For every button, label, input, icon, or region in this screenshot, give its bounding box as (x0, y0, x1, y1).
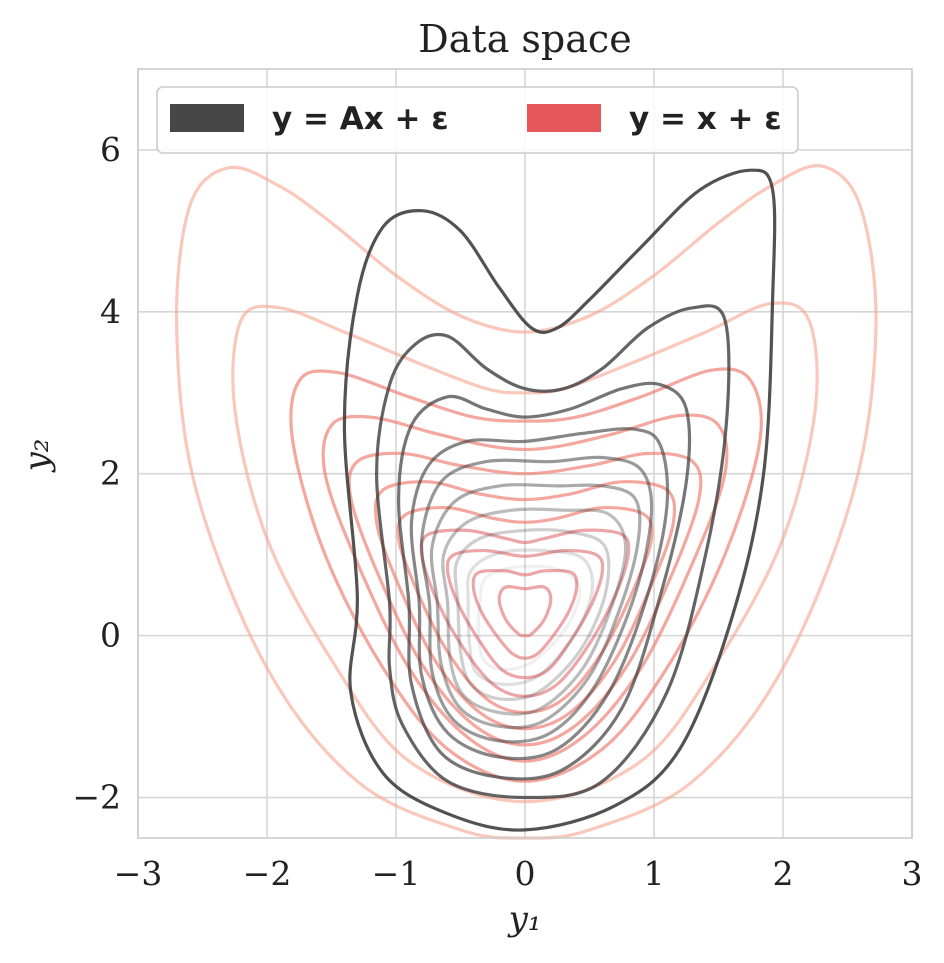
x-tick-label: −2 (243, 854, 292, 893)
legend-box (156, 86, 799, 154)
contour-line (419, 455, 654, 744)
contour-line (429, 483, 642, 730)
x-tick-label: −3 (114, 854, 163, 893)
legend-swatch-series-0 (170, 104, 244, 132)
contour-line (347, 451, 703, 747)
legend-label-series-1: y = x + ε (629, 101, 782, 137)
contour-line (321, 413, 729, 763)
contour-line (409, 427, 670, 761)
contour-series-0 (342, 168, 777, 832)
contour-layer (174, 164, 878, 840)
contour-line (476, 564, 582, 672)
grid (137, 69, 913, 838)
contour-line (375, 304, 731, 800)
legend-swatch-series-1 (527, 104, 601, 132)
contour-series-1 (174, 164, 878, 840)
contour-line (231, 301, 819, 804)
chart-title: Data space (418, 17, 631, 61)
legend: y = Ax + ε y = x + ε (156, 86, 799, 154)
contour-line (419, 528, 631, 698)
contour-line (373, 480, 677, 731)
contour-line (396, 381, 692, 781)
contour-line (174, 164, 878, 840)
plot-frame (137, 68, 913, 839)
y-axis-label: y₂ (17, 439, 57, 474)
contour-line (466, 548, 595, 686)
y-tick-label: 4 (100, 292, 121, 331)
x-tick-labels: −3 −2 −1 0 1 2 3 (114, 854, 923, 893)
x-tick-label: −1 (372, 854, 421, 893)
x-tick-label: 3 (902, 854, 923, 893)
contour-line (453, 528, 611, 702)
y-tick-label: 2 (100, 454, 121, 493)
contour-line (441, 507, 628, 716)
contour-line (471, 568, 579, 660)
contour-line (445, 548, 605, 680)
y-tick-label: 0 (100, 616, 121, 655)
contour-line (497, 584, 553, 638)
y-tick-label: −2 (72, 778, 121, 817)
x-tick-label: 1 (644, 854, 665, 893)
contour-line (396, 505, 654, 715)
contour-line (342, 168, 777, 832)
y-tick-label: 6 (100, 130, 121, 169)
x-tick-label: 0 (515, 854, 536, 893)
x-tick-label: 2 (773, 854, 794, 893)
legend-label-series-0: y = Ax + ε (272, 101, 449, 137)
y-tick-labels: −2 0 2 4 6 (72, 130, 121, 817)
x-axis-label: y₁ (507, 899, 542, 939)
